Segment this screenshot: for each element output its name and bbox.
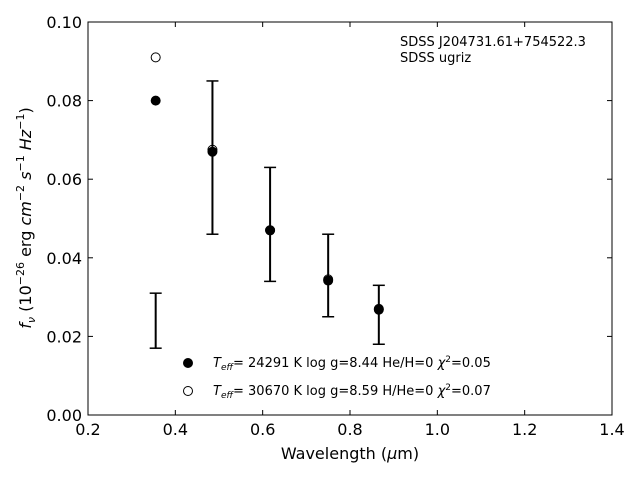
y-tick-label-3: 0.06 [46,170,82,189]
y-tick-label-5: 0.10 [46,13,82,32]
x-axis-title: Wavelength (μm) [281,444,419,463]
open-point-2 [265,225,276,236]
legend-label-2: Teff= 30670 K log g=8.59 H/He=0 χ2=0.07 [213,383,491,401]
annotation-line-2: SDSS ugriz [400,51,471,66]
x-tick-label-1: 0.4 [163,420,188,439]
legend: Teff= 24291 K log g=8.44 He/H=0 χ2=0.05 … [183,355,491,401]
y-axis-title: fν (10−26 erg cm−2 s−1 Hz−1) [14,107,38,328]
open-point-4 [373,303,384,314]
y-tick-label-4: 0.08 [46,92,82,111]
y-tick-label-1: 0.02 [46,327,82,346]
x-tick-label-5: 1.2 [512,420,537,439]
open-point-0 [150,52,161,63]
legend-marker-filled [183,358,193,368]
filled-point-0 [150,95,161,106]
legend-label-1: Teff= 24291 K log g=8.44 He/H=0 χ2=0.05 [213,355,491,373]
x-tick-label-0: 0.2 [75,420,100,439]
y-tick-label-2: 0.04 [46,249,82,268]
x-tick-label-4: 1.0 [425,420,450,439]
open-point-1 [207,144,218,155]
legend-marker-open [183,386,193,396]
filled-point-1 [207,146,218,157]
annotation-line-1: SDSS J204731.61+754522.3 [400,35,586,50]
y-tick-label-0: 0.00 [46,406,82,425]
x-tick-label-3: 0.8 [337,420,362,439]
open-point-3 [323,274,334,285]
x-tick-label-6: 1.4 [599,420,624,439]
filled-point-4 [373,304,384,315]
x-tick-label-2: 0.6 [250,420,275,439]
